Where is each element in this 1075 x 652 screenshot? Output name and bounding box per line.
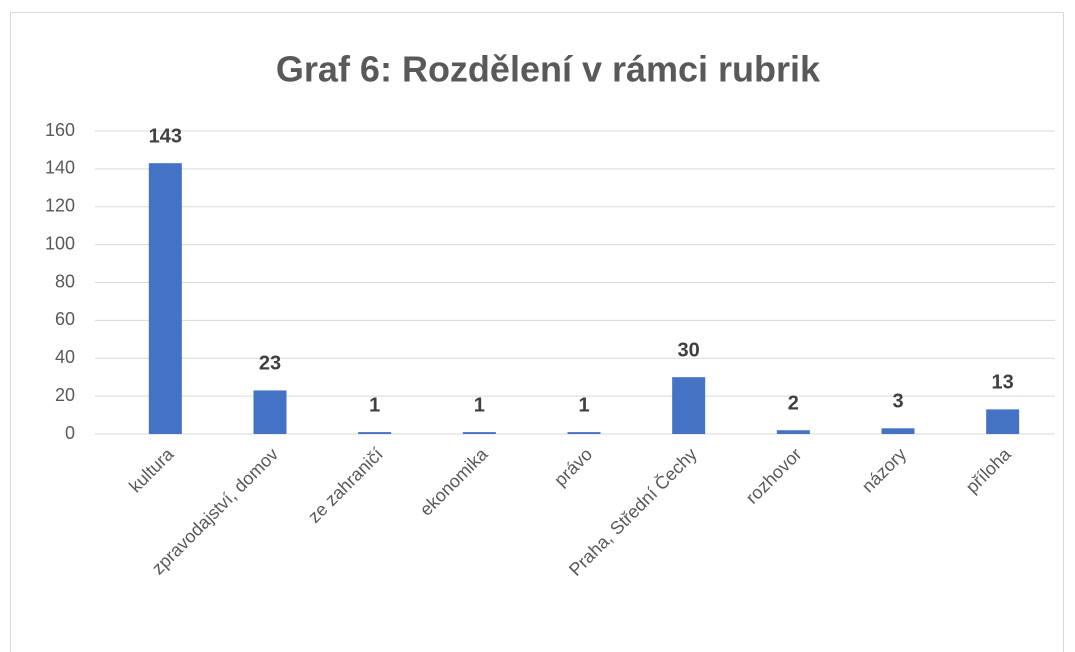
bar [462, 432, 496, 434]
data-label: 13 [992, 372, 1014, 394]
data-label: 3 [892, 391, 903, 413]
data-label: 1 [578, 394, 589, 416]
y-tick-label: 20 [55, 385, 75, 405]
y-tick-label: 60 [55, 309, 75, 329]
bar [881, 428, 915, 434]
chart-border [10, 12, 1064, 652]
y-tick-label: 120 [45, 196, 75, 216]
bar [986, 409, 1020, 434]
bar [358, 432, 392, 434]
bar [567, 432, 601, 434]
chart-title: Graf 6: Rozdělení v rámci rubrik [276, 49, 821, 90]
bar [253, 390, 287, 434]
data-label: 30 [678, 339, 700, 361]
data-label: 143 [149, 125, 182, 147]
y-tick-label: 100 [45, 233, 75, 253]
y-tick-label: 40 [55, 347, 75, 367]
bar [148, 163, 182, 434]
data-label: 23 [259, 353, 281, 375]
data-label: 1 [474, 394, 485, 416]
y-tick-label: 80 [55, 271, 75, 291]
y-tick-label: 140 [45, 158, 75, 178]
data-label: 1 [369, 394, 380, 416]
y-tick-label: 160 [45, 120, 75, 140]
bar [776, 430, 810, 434]
y-tick-label: 0 [65, 423, 75, 443]
data-label: 2 [788, 392, 799, 414]
bar [672, 377, 706, 434]
